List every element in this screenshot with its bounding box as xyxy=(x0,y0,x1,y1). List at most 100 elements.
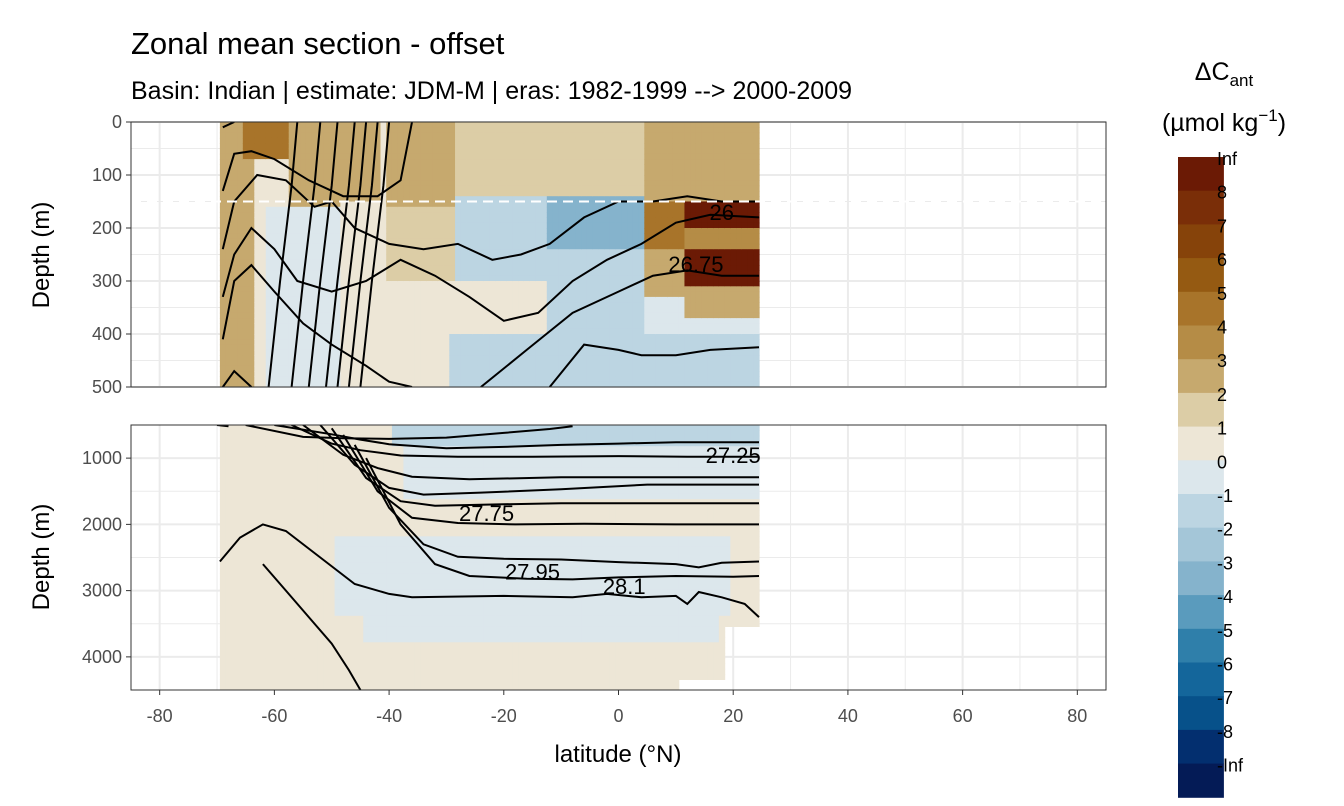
section-cell xyxy=(237,478,244,484)
section-cell xyxy=(409,381,416,387)
section-cell xyxy=(420,222,427,229)
section-cell xyxy=(242,132,250,139)
section-cell xyxy=(414,291,422,298)
section-cell xyxy=(225,679,232,686)
section-cell xyxy=(695,344,703,351)
section-cell xyxy=(667,265,674,271)
section-cell xyxy=(346,164,353,171)
section-cell xyxy=(317,159,324,165)
section-cell xyxy=(586,381,594,387)
section-cell xyxy=(500,302,508,309)
section-cell xyxy=(753,143,760,150)
section-cell xyxy=(546,143,554,150)
section-cell xyxy=(730,249,737,256)
section-cell xyxy=(529,243,536,250)
section-cell xyxy=(655,344,663,351)
section-cell xyxy=(391,228,399,234)
section-cell xyxy=(420,185,427,192)
section-cell xyxy=(586,270,594,277)
section-cell xyxy=(294,318,301,324)
section-cell xyxy=(518,122,525,128)
section-cell xyxy=(391,143,399,150)
section-cell xyxy=(328,376,336,383)
section-cell xyxy=(718,132,726,139)
section-cell xyxy=(672,302,680,309)
section-cell xyxy=(518,323,525,330)
section-cell xyxy=(753,217,760,224)
section-cell xyxy=(678,175,686,181)
section-cell xyxy=(386,180,393,187)
section-cell xyxy=(650,228,657,234)
section-cell xyxy=(225,509,232,516)
section-cell xyxy=(466,265,473,271)
section-cell xyxy=(477,180,485,187)
section-cell xyxy=(455,249,462,256)
section-cell xyxy=(311,164,318,171)
section-cell xyxy=(351,376,359,383)
section-cell xyxy=(328,143,336,150)
section-cell xyxy=(564,212,571,218)
section-cell xyxy=(334,371,341,377)
section-cell xyxy=(260,360,267,367)
section-cell xyxy=(403,127,410,134)
section-cell xyxy=(477,339,485,346)
section-cell xyxy=(225,562,232,569)
section-cell xyxy=(231,552,238,559)
section-cell xyxy=(541,169,548,176)
section-cell xyxy=(575,355,582,362)
section-cell xyxy=(558,238,565,245)
section-cell xyxy=(265,143,273,150)
section-cell xyxy=(311,302,318,309)
section-cell xyxy=(546,185,554,192)
section-cell xyxy=(535,185,542,192)
section-cell xyxy=(581,365,588,372)
section-cell xyxy=(472,233,479,240)
section-cell xyxy=(615,349,622,356)
section-cell xyxy=(655,355,663,362)
section-cell xyxy=(282,243,290,250)
section-cell xyxy=(684,185,691,192)
section-cell xyxy=(374,249,382,256)
section-cell xyxy=(529,122,536,128)
section-cell xyxy=(369,323,376,330)
section-cell xyxy=(219,323,227,330)
section-cell xyxy=(432,275,439,282)
section-cell xyxy=(672,122,680,128)
section-cell xyxy=(650,175,657,181)
section-cell xyxy=(609,328,617,335)
section-cell xyxy=(495,217,502,224)
section-cell xyxy=(391,381,399,387)
section-cell xyxy=(443,302,450,309)
section-cell xyxy=(598,185,605,192)
section-cell xyxy=(615,355,622,362)
section-cell xyxy=(695,307,703,314)
section-cell xyxy=(707,328,714,335)
section-cell xyxy=(323,254,330,261)
section-cell xyxy=(615,196,622,203)
section-cell xyxy=(672,217,680,224)
section-cell xyxy=(604,281,611,287)
section-cell xyxy=(300,328,307,335)
section-cell xyxy=(564,355,571,362)
section-cell xyxy=(581,344,588,351)
section-cell xyxy=(621,328,628,335)
section-cell xyxy=(586,217,594,224)
section-cell xyxy=(460,360,468,367)
section-cell xyxy=(300,180,307,187)
section-cell xyxy=(724,360,731,367)
section-cell xyxy=(242,318,250,324)
section-cell xyxy=(426,122,433,128)
section-cell xyxy=(346,312,353,319)
section-cell xyxy=(260,339,267,346)
section-cell xyxy=(747,233,754,240)
section-cell xyxy=(690,164,697,171)
section-cell xyxy=(237,568,244,574)
section-cell xyxy=(426,159,433,165)
section-cell xyxy=(736,153,743,160)
section-cell xyxy=(219,270,227,277)
section-cell xyxy=(397,286,405,293)
section-cell xyxy=(644,148,651,155)
section-cell xyxy=(409,349,416,356)
section-cell xyxy=(254,132,261,139)
section-cell xyxy=(369,296,376,303)
